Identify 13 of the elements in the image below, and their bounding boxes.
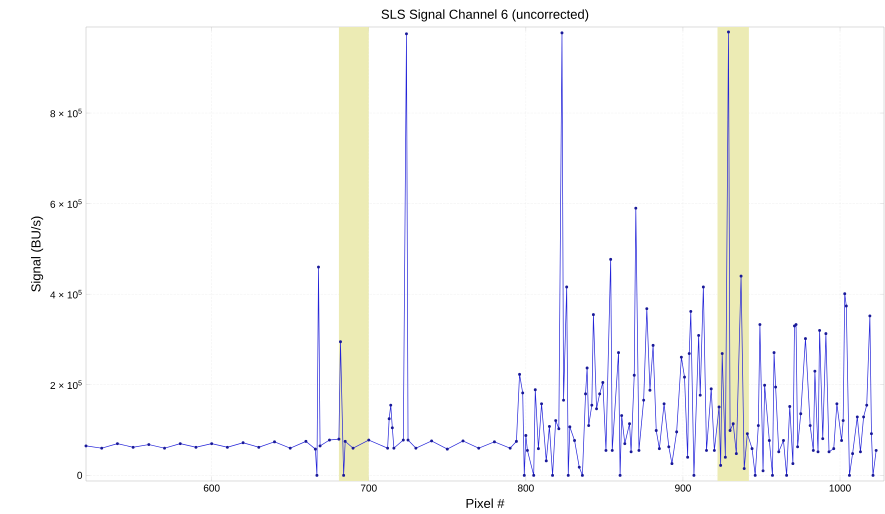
x-tick-label: 600 [204,484,220,492]
x-tick-label: 700 [360,484,377,492]
chart-title: SLS Signal Channel 6 (uncorrected) [382,9,588,22]
y-axis-title: Signal (BU/s) [31,216,44,292]
y-tick-label: 8 × 10$^{5}$ [50,108,82,118]
y-tick-label: 6 × 10$^{5}$ [50,199,82,208]
x-tick-label: 1000 [830,484,851,492]
x-axis-title: Pixel # [466,498,504,508]
y-tick-label: 4 × 10$^{5}$ [50,290,82,298]
y-tick-label: 0 [77,472,82,479]
x-tick-label: 800 [518,484,534,492]
x-tick-label: 900 [675,484,691,492]
y-tick-label: 2 × 10$^{5}$ [50,380,82,390]
